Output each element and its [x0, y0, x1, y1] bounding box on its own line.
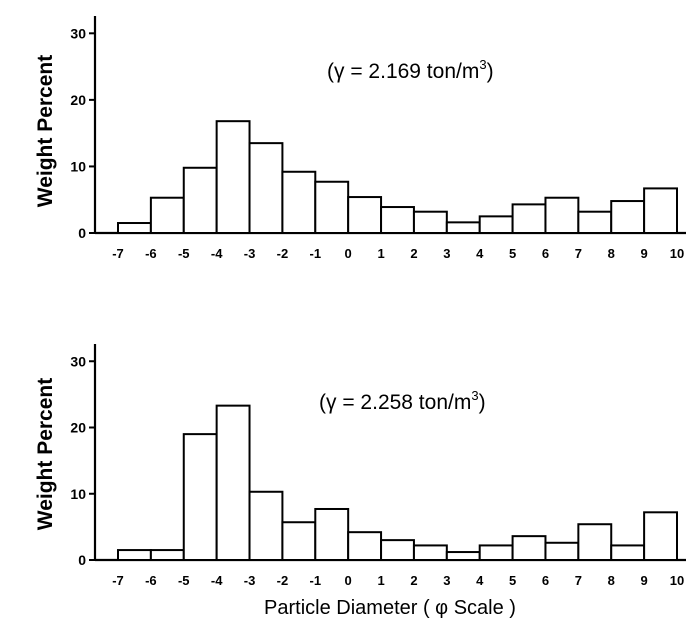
x-tick-label: 0 [345, 246, 352, 261]
x-tick-label: 1 [377, 246, 384, 261]
x-tick-label: 7 [575, 573, 582, 588]
histogram-bar [182, 433, 218, 561]
histogram-bar [380, 206, 415, 234]
x-tick-label: -3 [244, 573, 256, 588]
histogram-bar [281, 170, 317, 234]
x-tick-label: 9 [641, 573, 648, 588]
x-tick-label: 10 [670, 246, 684, 261]
y-tick-label: 0 [78, 225, 86, 241]
x-tick-label: 6 [542, 573, 549, 588]
histogram-bar [314, 180, 350, 234]
x-tick-label: 5 [509, 246, 516, 261]
histogram-bar [380, 539, 415, 561]
x-tick-label: -3 [244, 246, 256, 261]
histogram-bar [149, 549, 185, 561]
x-tick-label: 8 [608, 573, 615, 588]
y-tick-label: 20 [70, 420, 86, 436]
histogram-bar [412, 210, 448, 234]
y-tick-label: 30 [70, 25, 86, 41]
histogram-bar [281, 521, 317, 561]
x-tick-label: 2 [410, 573, 417, 588]
x-tick-label: 10 [670, 573, 684, 588]
bottom-histogram-panel: Weight Percent (γ = 2.258 ton/m3) 010203… [34, 344, 686, 588]
x-tick-label: -4 [211, 246, 223, 261]
x-tick-label: 1 [377, 573, 384, 588]
y-tick-label: 0 [78, 552, 86, 568]
x-tick-label: -4 [211, 573, 223, 588]
x-tick-label: -7 [112, 573, 124, 588]
x-tick-label: -5 [178, 573, 190, 588]
histogram-bar [347, 531, 383, 561]
histogram-bar [117, 549, 152, 561]
histogram-bar [445, 551, 481, 561]
y-tick-label: 20 [70, 92, 86, 108]
histogram-bar [643, 511, 679, 561]
histogram-bar [643, 187, 679, 234]
histogram-bar [314, 507, 350, 561]
bottom-y-axis-label: Weight Percent [34, 378, 57, 530]
top-histogram-panel: Weight Percent (γ = 2.169 ton/m3) 010203… [34, 16, 686, 261]
histogram-bar [215, 404, 251, 562]
x-tick-label: -5 [178, 246, 190, 261]
x-tick-label: 3 [443, 573, 450, 588]
histogram-bar [149, 196, 185, 235]
histogram-bar [511, 535, 547, 562]
x-tick-label: 4 [476, 573, 484, 588]
x-tick-label: 7 [575, 246, 582, 261]
histogram-bar [544, 196, 580, 235]
top-density-annotation: (γ = 2.169 ton/m3) [327, 57, 494, 83]
x-tick-label: -1 [310, 573, 322, 588]
x-tick-label: 5 [509, 573, 516, 588]
x-tick-label: 2 [410, 246, 417, 261]
histogram-bar [248, 142, 284, 234]
histogram-bar [182, 166, 218, 234]
top-y-axis-label: Weight Percent [34, 55, 57, 207]
x-tick-label: 0 [345, 573, 352, 588]
histogram-bar [248, 490, 284, 562]
x-tick-label: 8 [608, 246, 615, 261]
histogram-bar [445, 221, 481, 235]
x-tick-label: -7 [112, 246, 124, 261]
histogram-bar [610, 200, 646, 235]
histogram-bar [577, 210, 613, 234]
bottom-density-annotation: (γ = 2.258 ton/m3) [319, 388, 486, 414]
histogram-bar [478, 544, 514, 561]
histogram-bar [577, 523, 613, 561]
x-tick-label: -6 [145, 246, 157, 261]
x-tick-label: -6 [145, 573, 157, 588]
x-tick-label: -1 [310, 246, 322, 261]
histogram-bar [511, 203, 547, 235]
histogram-bar [544, 541, 580, 562]
x-tick-label: -2 [277, 246, 289, 261]
histogram-bar [117, 222, 152, 234]
x-tick-label: 9 [641, 246, 648, 261]
histogram-bar [610, 544, 646, 561]
histogram-bar [215, 120, 251, 234]
histogram-bar [478, 215, 514, 234]
histogram-bar [412, 544, 448, 561]
x-tick-label: 4 [476, 246, 484, 261]
x-axis-label: Particle Diameter ( φ Scale ) [264, 597, 516, 619]
y-tick-label: 30 [70, 353, 86, 369]
x-tick-label: 6 [542, 246, 549, 261]
x-tick-label: -2 [277, 573, 289, 588]
y-tick-label: 10 [70, 158, 86, 174]
x-tick-label: 3 [443, 246, 450, 261]
histogram-bar [347, 196, 383, 234]
y-tick-label: 10 [70, 486, 86, 502]
